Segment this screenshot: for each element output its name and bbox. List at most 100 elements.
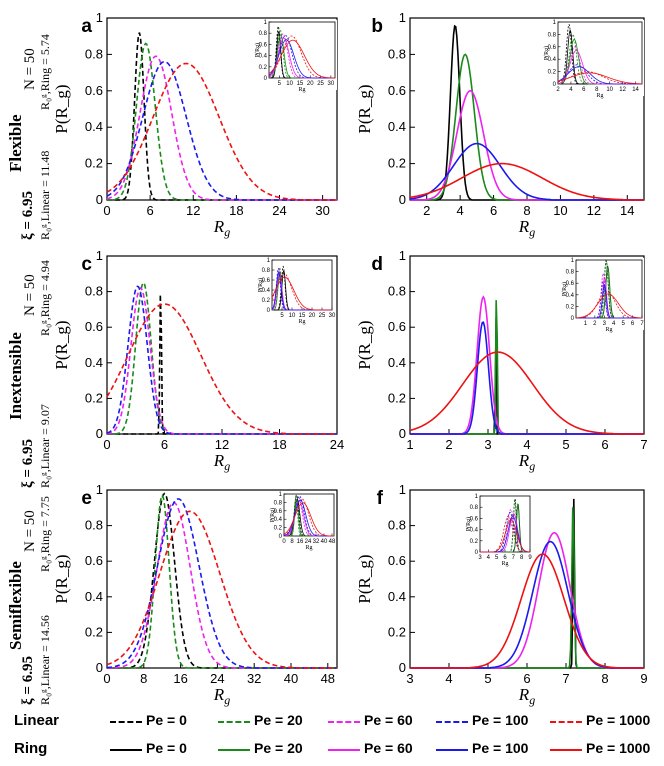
y-tick-label: 0.2: [470, 539, 479, 545]
inset-y-label-group: P(Rg): [465, 517, 472, 531]
x-axis-label-sub: g: [224, 225, 230, 239]
y-tick-label: 0: [571, 316, 575, 322]
panel-letter: c: [81, 254, 92, 275]
x-tick-label: 0: [103, 671, 110, 686]
x-tick-label: 8: [520, 555, 524, 561]
x-tick-label: 8: [595, 87, 599, 93]
y-tick-label: 0.8: [262, 268, 271, 274]
y-tick-label: 0.6: [262, 278, 271, 284]
x-axis-label-sub: g: [529, 459, 535, 473]
inset-y-label: P(Rg): [257, 278, 264, 292]
x-tick-label: 3: [406, 671, 413, 686]
inset-y-label-group: P(Rg): [257, 278, 264, 292]
y-tick-label: 0.6: [259, 42, 268, 48]
x-tick-label: 4: [569, 87, 573, 93]
x-tick-label: 12: [215, 437, 229, 452]
x-tick-label: 20: [307, 81, 314, 87]
x-axis-label: Rg: [213, 685, 230, 707]
y-tick-label: 0.8: [388, 284, 406, 299]
y-tick-label: 0.4: [388, 589, 406, 604]
y-tick-label: 0: [264, 76, 268, 82]
y-axis-label-group: P(R_g): [52, 554, 71, 603]
inset-x-label: Rg: [605, 327, 612, 333]
y-tick-label: 0.6: [470, 516, 479, 522]
legend-line: [110, 721, 142, 723]
x-tick-label: 5: [562, 437, 569, 452]
y-axis-label: P(R_g): [52, 320, 71, 369]
x-axis-label: Rg: [213, 217, 230, 239]
inset-x-label: Rg: [305, 545, 312, 551]
y-tick-label: 0.4: [548, 57, 557, 63]
x-tick-label: 5: [621, 321, 625, 327]
inset-x-label: Rg: [298, 319, 305, 325]
x-tick-label: 6: [503, 555, 507, 561]
y-axis-label-group: P(R_g): [355, 554, 374, 603]
x-axis-label-sub: g: [224, 459, 230, 473]
x-tick-label: 24: [210, 671, 224, 686]
x-tick-label: 15: [299, 313, 306, 319]
inset-y-label-group: P(Rg): [561, 282, 568, 296]
y-tick-label: 0: [96, 192, 103, 207]
inset-y-label: P(Rg): [561, 282, 568, 296]
x-tick-label: 5: [484, 671, 491, 686]
legend-ring: Ring Pe = 0 Pe = 20 Pe = 60 Pe = 100 Pe …: [0, 738, 664, 764]
y-axis-label-group: P(R_g): [355, 320, 374, 369]
series-line: [480, 519, 530, 553]
inset-b: 2 4 6 8 10 12 14 0 0.2 0.4 0.6 0.8 1 Rg P(Rg): [543, 20, 643, 99]
inset-y-label-group: P(Rg): [543, 46, 550, 60]
y-tick-label: 0.8: [470, 505, 479, 511]
y-tick-label: 0.4: [85, 589, 103, 604]
y-axis-label-group: P(R_g): [52, 320, 71, 369]
x-tick-label: 16: [297, 539, 304, 545]
x-tick-label: 10: [553, 203, 567, 218]
x-tick-label: 18: [229, 203, 243, 218]
y-tick-label: 0: [475, 550, 479, 556]
y-tick-label: 0.6: [85, 553, 103, 568]
series-line: [557, 46, 642, 85]
x-tick-label: 2: [593, 321, 597, 327]
legend-line: [328, 721, 360, 723]
y-tick-label: 0.8: [85, 46, 103, 61]
series-line: [576, 290, 642, 319]
x-tick-label: 1: [584, 321, 588, 327]
y-tick-label: 0.6: [548, 45, 557, 51]
series-line: [557, 72, 643, 85]
y-tick-label: 1: [571, 258, 575, 264]
y-axis-label: P(R_g): [52, 554, 71, 603]
x-tick-label: 1: [406, 437, 413, 452]
x-tick-label: 25: [317, 81, 324, 87]
series-line: [409, 142, 644, 201]
x-tick-label: 6: [161, 437, 168, 452]
x-tick-label: 30: [329, 313, 336, 319]
x-tick-label: 3: [484, 437, 491, 452]
y-tick-label: 0.8: [274, 500, 283, 506]
y-tick-label: 0.6: [566, 281, 575, 287]
y-tick-label: 0.2: [274, 526, 283, 532]
x-tick-label: 9: [640, 671, 647, 686]
x-tick-label: 24: [330, 437, 344, 452]
x-tick-label: 2: [556, 87, 560, 93]
x-tick-label: 12: [186, 203, 200, 218]
y-tick-label: 0.4: [85, 119, 103, 134]
panel-letter: a: [81, 16, 92, 37]
legend-line: [550, 721, 582, 723]
x-tick-label: 10: [606, 87, 613, 93]
x-tick-label: 4: [612, 321, 616, 327]
series-line: [268, 39, 335, 79]
legend-entry: Pe = 60: [364, 740, 413, 756]
legend-linear: Linear Pe = 0 Pe = 20 Pe = 60 Pe = 100 P…: [0, 710, 664, 736]
series-line: [271, 276, 332, 311]
legend-entry: Pe = 0: [146, 712, 187, 728]
x-tick-label: 30: [315, 203, 329, 218]
y-tick-label: 0.4: [262, 288, 271, 294]
inset-x-label: Rg: [596, 93, 603, 99]
inset-y-label-group: P(Rg): [254, 43, 261, 57]
y-tick-label: 0.6: [85, 83, 103, 98]
x-tick-label: 48: [329, 539, 336, 545]
legend-entry: Pe = 100: [472, 712, 529, 728]
x-tick-label: 0: [282, 539, 286, 545]
inset-y-label: P(Rg): [269, 508, 276, 522]
x-axis-label-sub: g: [529, 225, 535, 239]
